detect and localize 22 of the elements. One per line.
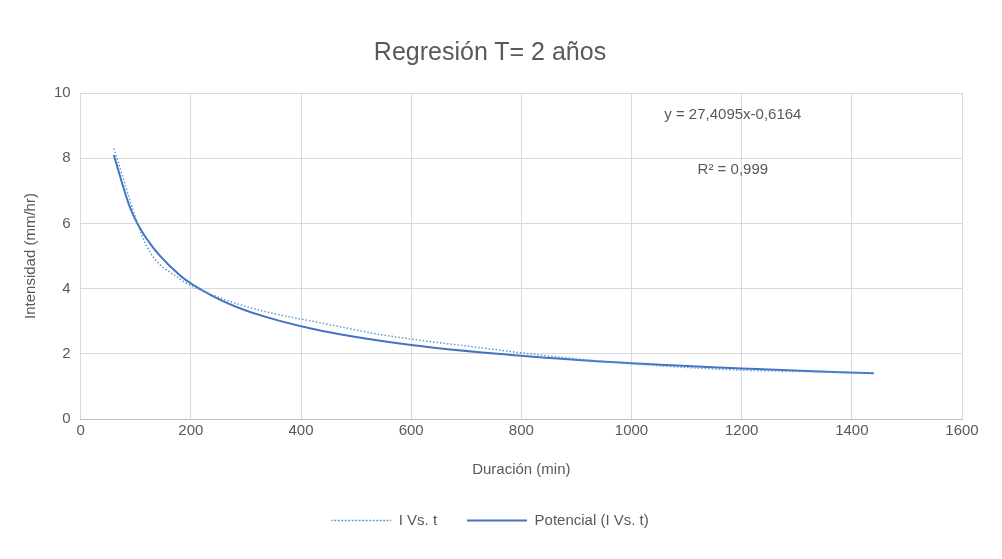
legend-label: Potencial (I Vs. t) (534, 510, 649, 528)
x-tick-label: 400 (288, 421, 314, 439)
y-tick-label: 10 (54, 83, 71, 101)
x-axis-title: Duración (min) (472, 460, 571, 478)
x-tick-label: 800 (508, 421, 534, 439)
x-tick-label: 1400 (835, 421, 869, 439)
y-tick-label: 0 (62, 409, 71, 427)
chart-title: Regresión T= 2 años (373, 36, 607, 65)
x-tick-label: 200 (178, 421, 204, 439)
legend-label: I Vs. t (398, 510, 438, 528)
y-tick-label: 8 (62, 148, 71, 166)
x-tick-label: 600 (398, 421, 424, 439)
x-tick-label: 1200 (724, 421, 759, 439)
x-tick-label: 0 (76, 421, 85, 439)
y-tick-label: 2 (62, 343, 71, 361)
x-tick-label: 1600 (945, 421, 979, 439)
annotation: y = 27,4095x-0,6164 (664, 105, 802, 123)
x-tick-label: 1000 (614, 421, 649, 439)
y-axis-title: Intensidad (mm/hr) (21, 193, 39, 319)
y-tick-label: 4 (62, 278, 71, 296)
annotation: R² = 0,999 (697, 160, 769, 178)
y-tick-label: 6 (62, 213, 71, 231)
